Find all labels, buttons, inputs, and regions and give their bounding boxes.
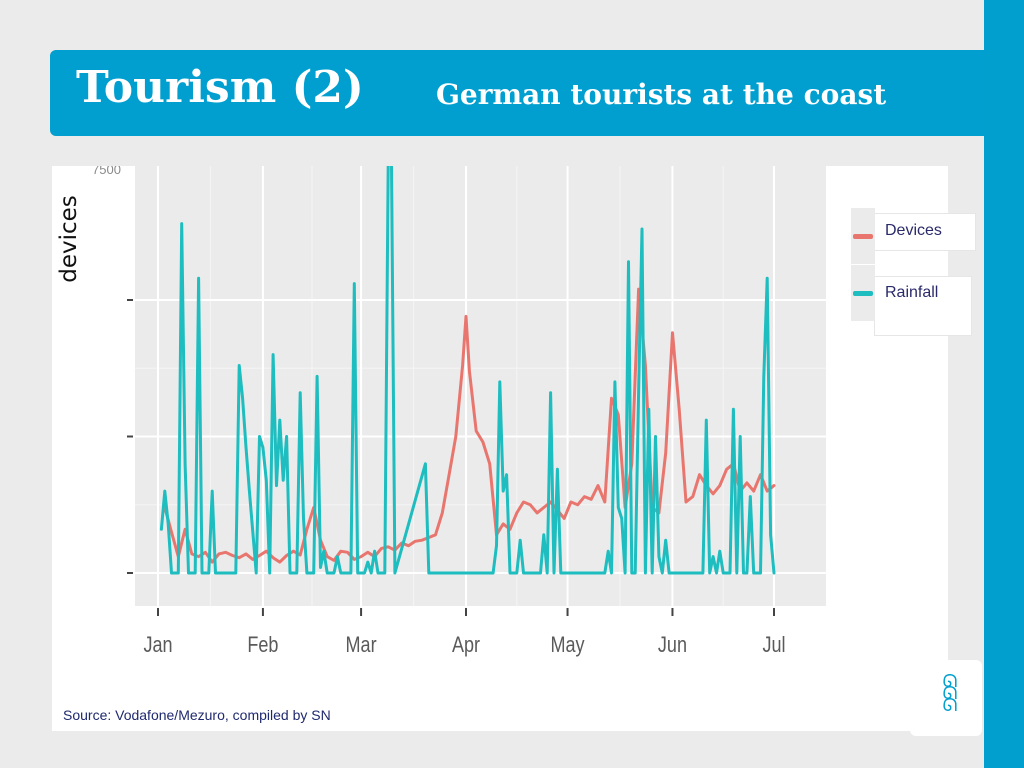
accent-side-bar: [984, 0, 1024, 768]
x-tick-label: Jun: [658, 633, 687, 657]
legend-label-devices: Devices: [885, 222, 942, 239]
x-tick-label: Feb: [247, 633, 278, 657]
x-tick-label: Mar: [346, 633, 377, 657]
y-axis-title: devices: [56, 195, 82, 283]
x-tick-label: Apr: [452, 633, 480, 657]
source-note: Source: Vodafone/Mezuro, compiled by SN: [63, 707, 331, 723]
series-line-rainfall: [159, 166, 776, 575]
plot-background: [135, 166, 826, 606]
legend-item-rainfall: [874, 276, 972, 336]
devices-rainfall-chart: Jan Feb Mar Apr May Jun Jul 7500 devices: [56, 166, 826, 657]
series-line-devices: [163, 287, 776, 564]
legend-swatch-devices: [853, 234, 873, 239]
slide-subtitle: German tourists at the coast: [436, 78, 887, 111]
logo-card: [910, 660, 982, 736]
chart-panel: Jan Feb Mar Apr May Jun Jul 7500 devices: [52, 166, 948, 731]
x-tick-label: Jan: [143, 633, 172, 657]
legend-label-rainfall: Rainfall: [885, 284, 939, 301]
slide-title: Tourism (2): [76, 62, 364, 113]
y-tick-label: 7500: [92, 166, 121, 177]
legend-item-devices: [874, 213, 976, 251]
x-tick-label: Jul: [762, 633, 785, 657]
title-banner: Tourism (2) German tourists at the coast: [50, 50, 984, 136]
x-tick-label: May: [551, 633, 586, 657]
legend-swatch-rainfall: [853, 291, 873, 296]
